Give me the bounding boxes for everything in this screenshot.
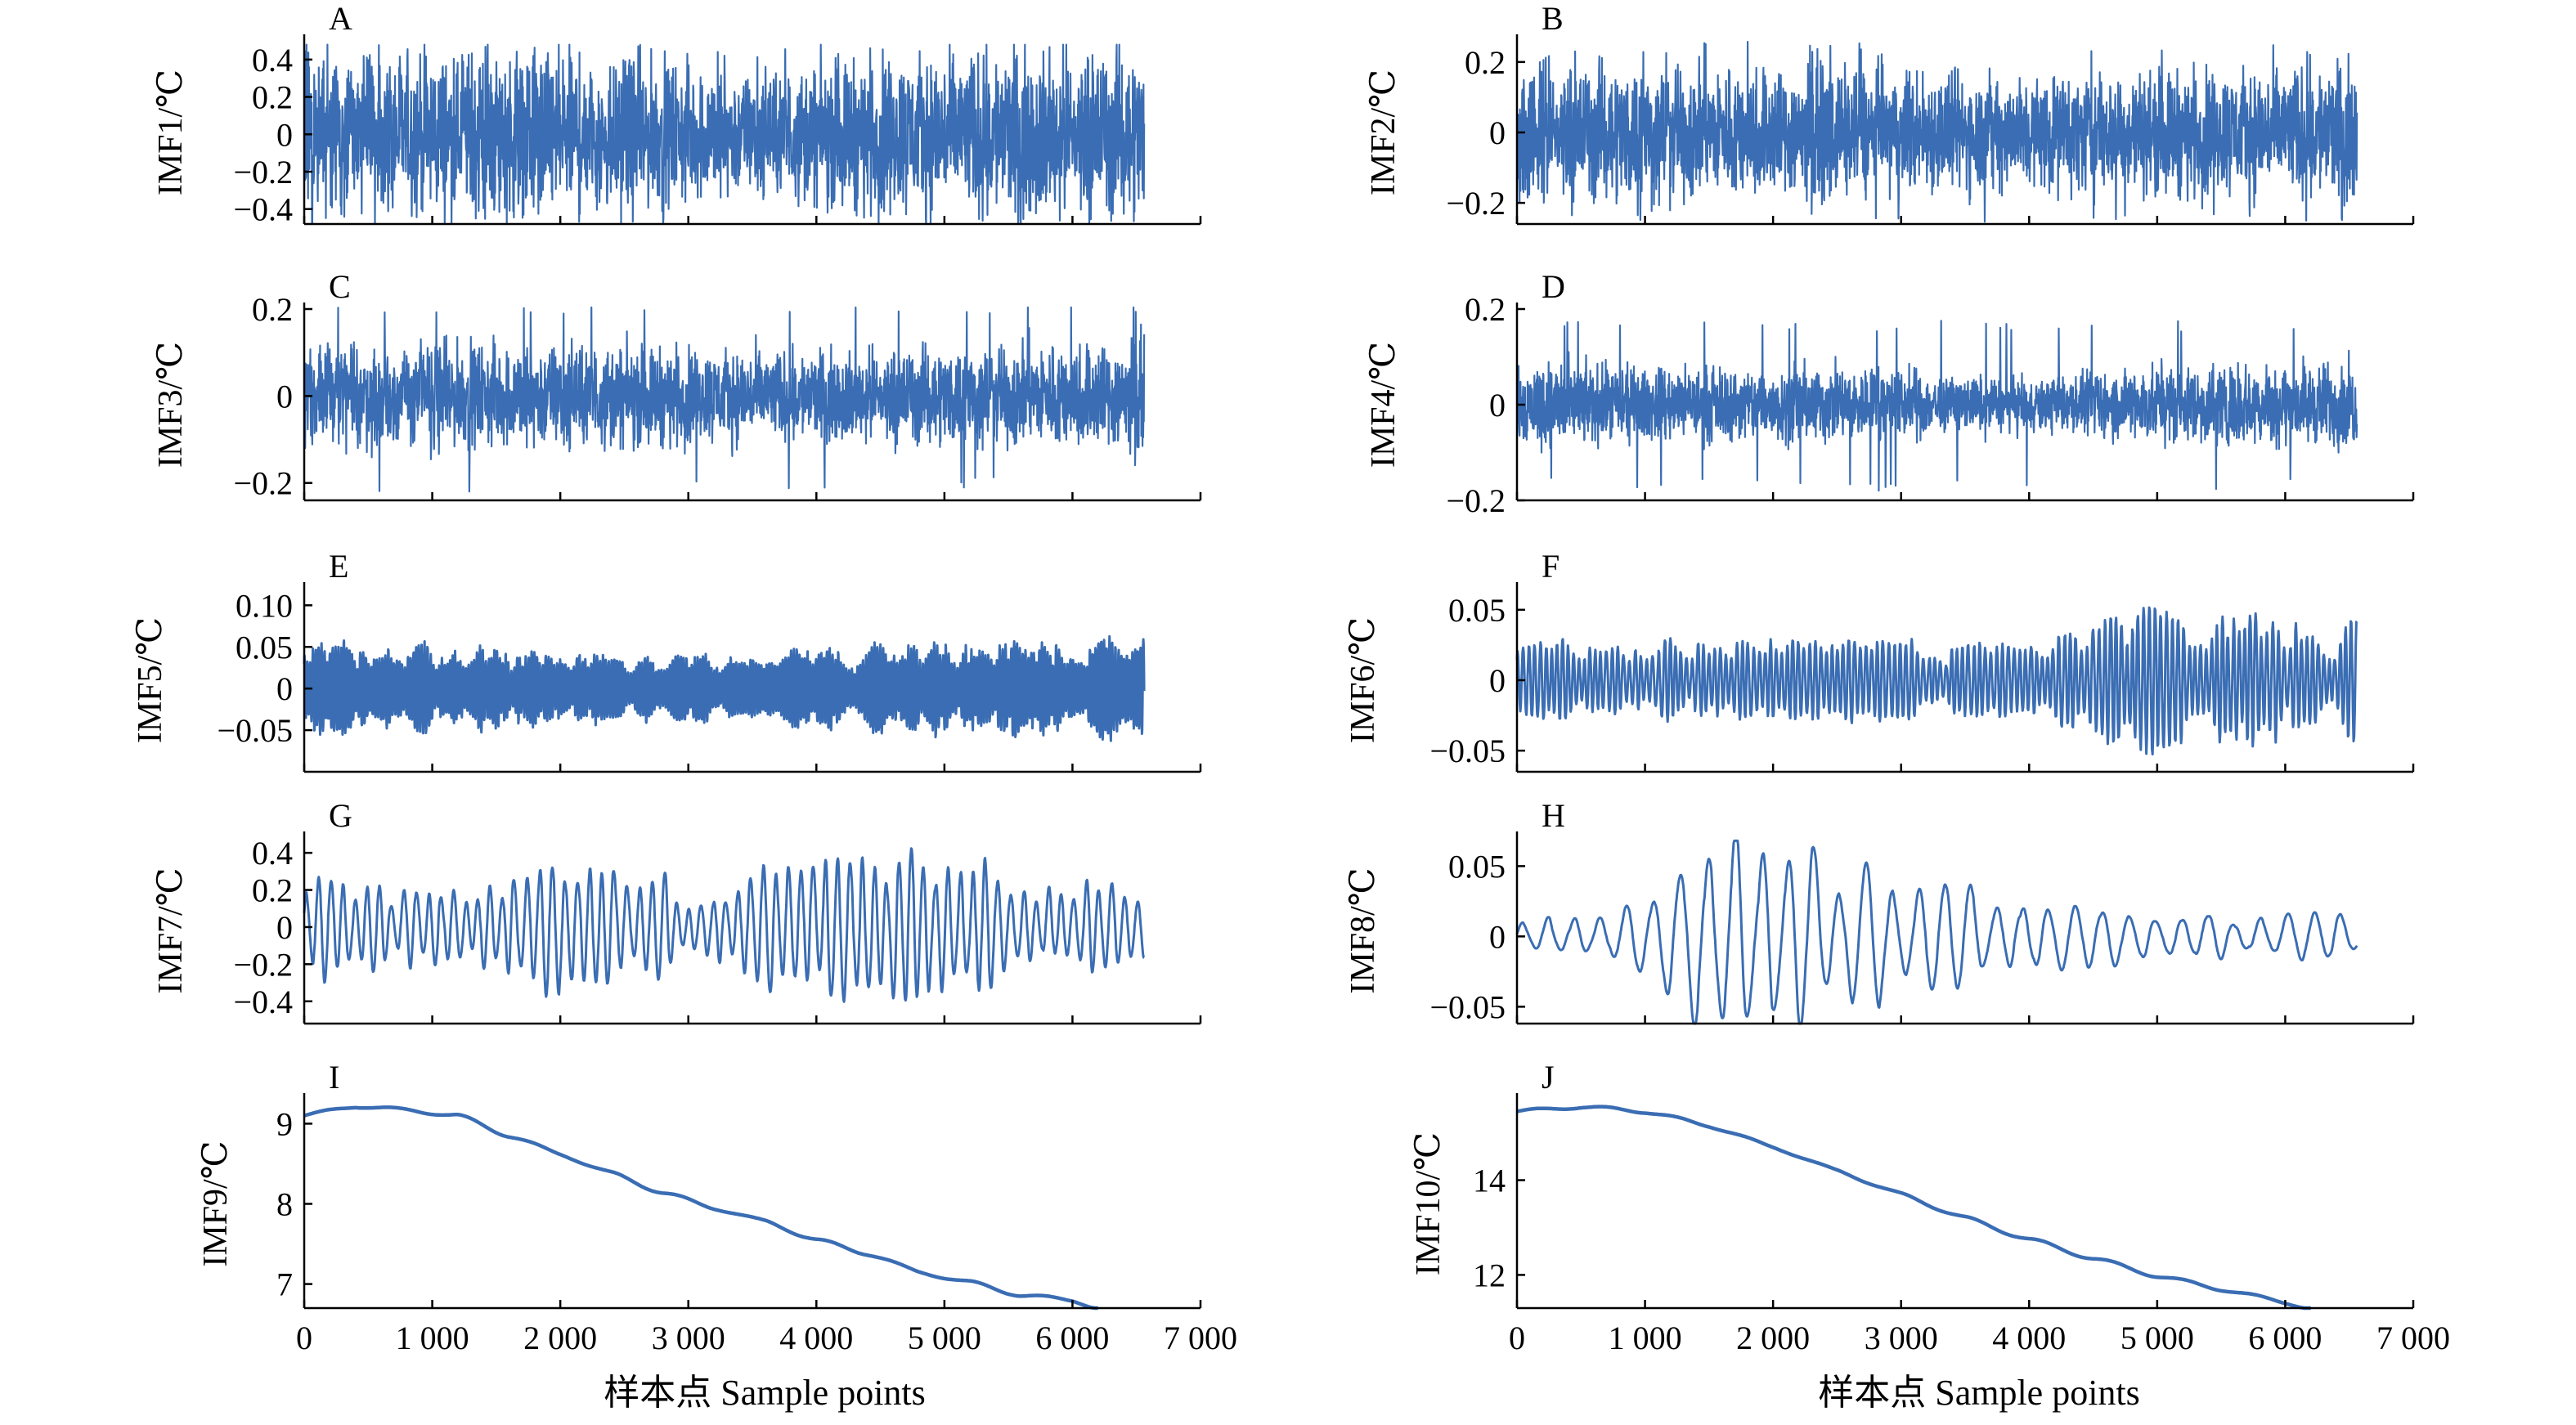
data-lines-layer (303, 41, 2358, 1311)
x-tick-label-panel-J: 7 000 (2376, 1320, 2450, 1356)
y-tick-label-panel-G: −0.4 (233, 984, 293, 1020)
x-tick-label-panel-I: 7 000 (1164, 1320, 1237, 1356)
panel-label-J: J (1542, 1059, 1555, 1096)
panel-label-F: F (1542, 548, 1560, 585)
y-tick-label-panel-C: 0 (276, 378, 293, 415)
x-tick-label-panel-J: 2 000 (1736, 1320, 1810, 1356)
y-tick-label-panel-G: −0.2 (233, 946, 293, 983)
y-tick-label-panel-I: 8 (276, 1186, 293, 1223)
x-tick-label-panel-I: 2 000 (523, 1320, 597, 1356)
y-tick-label-panel-D: −0.2 (1446, 482, 1506, 519)
panel-label-I: I (329, 1059, 339, 1096)
x-tick-label-panel-I: 4 000 (779, 1320, 853, 1356)
y-tick-label-panel-A: −0.4 (233, 191, 293, 228)
y-axis-label-panel-A: IMF1/℃ (152, 69, 190, 195)
series-line-panel-G (303, 847, 1145, 1003)
x-tick-label-panel-I: 5 000 (908, 1320, 981, 1356)
y-axis-label-panel-G: IMF7/℃ (152, 867, 190, 993)
panel-label-C: C (329, 268, 351, 305)
y-axis-label-panel-D: IMF4/℃ (1365, 342, 1402, 468)
y-tick-label-panel-D: 0.2 (1465, 291, 1506, 328)
panel-label-D: D (1542, 268, 1565, 305)
axes-layer: −0.4−0.200.20.4IMF1/℃A−0.200.2IMF2/℃B−0.… (132, 0, 2450, 1356)
panel-label-E: E (329, 548, 348, 585)
y-tick-label-panel-E: 0.10 (236, 587, 293, 624)
y-axis-label-panel-E: IMF5/℃ (132, 617, 169, 743)
series-line-panel-B (1516, 41, 2358, 223)
series-line-panel-F (1515, 606, 2358, 756)
y-axis-label-panel-C: IMF3/℃ (152, 342, 190, 468)
y-tick-label-panel-A: −0.2 (233, 154, 293, 190)
y-tick-label-panel-A: 0.4 (252, 42, 293, 78)
series-line-panel-I (303, 1105, 1099, 1311)
y-tick-label-panel-H: 0 (1489, 918, 1506, 955)
x-tick-label-panel-I: 6 000 (1035, 1320, 1109, 1356)
x-tick-label-panel-J: 6 000 (2248, 1320, 2322, 1356)
x-tick-label-panel-J: 0 (1509, 1320, 1525, 1356)
y-tick-label-panel-B: 0 (1489, 114, 1506, 151)
y-tick-label-panel-C: −0.2 (233, 465, 293, 502)
y-axis-label-panel-I: IMF9/℃ (197, 1140, 235, 1266)
y-tick-label-panel-F: −0.05 (1429, 733, 1506, 769)
y-tick-label-panel-I: 7 (276, 1266, 293, 1303)
y-axis-label-panel-B: IMF2/℃ (1365, 69, 1402, 195)
x-axis-label-right: 样本点 Sample points (1818, 1373, 2140, 1413)
series-line-panel-E (303, 634, 1146, 742)
x-tick-label-panel-I: 0 (296, 1320, 312, 1356)
y-tick-label-panel-E: 0.05 (236, 629, 293, 665)
series-line-panel-J (1516, 1105, 2312, 1311)
y-tick-label-panel-F: 0 (1489, 662, 1506, 699)
y-tick-label-panel-G: 0 (276, 909, 293, 946)
x-tick-label-panel-I: 1 000 (396, 1320, 469, 1356)
series-line-panel-D (1515, 320, 2358, 492)
y-tick-label-panel-A: 0.2 (252, 79, 293, 116)
y-tick-label-panel-G: 0.4 (252, 835, 293, 872)
series-line-panel-C (303, 306, 1146, 493)
y-axis-label-panel-J: IMF10/℃ (1410, 1132, 1447, 1275)
y-tick-label-panel-C: 0.2 (252, 291, 293, 328)
y-tick-label-panel-J: 12 (1473, 1257, 1506, 1293)
series-line-panel-H (1515, 839, 2358, 1025)
y-tick-label-panel-E: −0.05 (217, 712, 293, 749)
y-tick-label-panel-H: −0.05 (1429, 988, 1506, 1025)
panel-label-B: B (1542, 0, 1564, 37)
y-tick-label-panel-A: 0 (276, 116, 293, 153)
y-tick-label-panel-J: 14 (1473, 1163, 1506, 1199)
x-tick-label-panel-J: 1 000 (1609, 1320, 1682, 1356)
y-tick-label-panel-B: 0.2 (1465, 44, 1506, 81)
y-axis-label-panel-F: IMF6/℃ (1344, 617, 1382, 743)
y-tick-label-panel-H: 0.05 (1448, 848, 1506, 885)
panel-label-A: A (329, 0, 352, 37)
y-tick-label-panel-E: 0 (276, 670, 293, 707)
y-tick-label-panel-I: 9 (276, 1105, 293, 1142)
series-line-panel-A (303, 43, 1146, 226)
y-tick-label-panel-F: 0.05 (1448, 592, 1506, 629)
y-tick-label-panel-D: 0 (1489, 387, 1506, 423)
x-tick-label-panel-J: 5 000 (2120, 1320, 2194, 1356)
x-axis-label-left: 样本点 Sample points (604, 1373, 926, 1413)
y-axis-label-panel-H: IMF8/℃ (1344, 867, 1382, 993)
x-tick-label-panel-J: 3 000 (1865, 1320, 1938, 1356)
panel-label-H: H (1542, 797, 1565, 834)
x-tick-label-panel-I: 3 000 (652, 1320, 725, 1356)
y-tick-label-panel-G: 0.2 (252, 872, 293, 909)
panel-label-G: G (329, 797, 352, 834)
x-tick-label-panel-J: 4 000 (1992, 1320, 2066, 1356)
y-tick-label-panel-B: −0.2 (1446, 185, 1506, 222)
